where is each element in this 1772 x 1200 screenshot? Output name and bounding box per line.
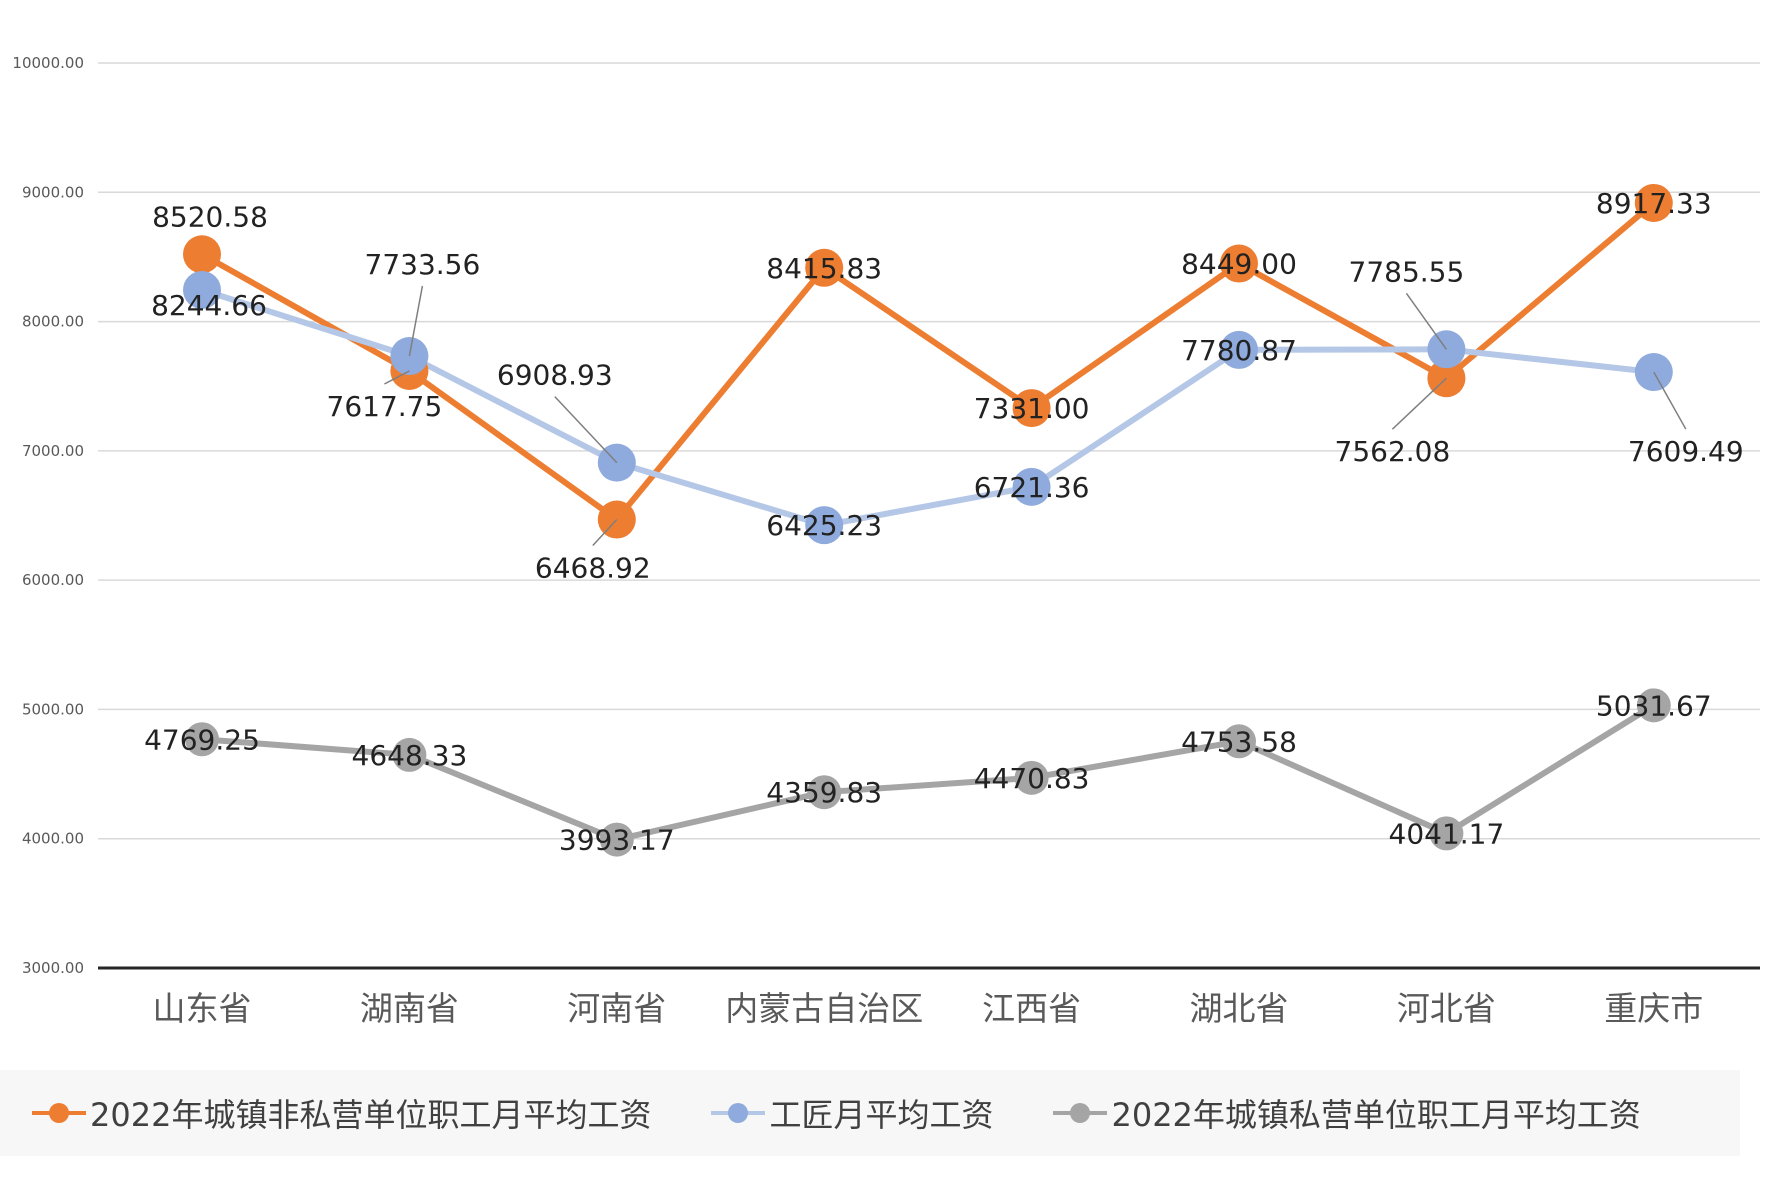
y-axis-ticks: 3000.00 4000.00 5000.00 6000.00 7000.00 8000.… xyxy=(12,54,84,977)
data-label: 6425.23 xyxy=(766,509,882,542)
label-leader-line xyxy=(1653,371,1687,430)
y-tick-label: 8000.00 xyxy=(22,313,84,331)
data-label: 7733.56 xyxy=(365,248,481,281)
legend-label: 2022年城镇私营单位职工月平均工资 xyxy=(1111,1096,1641,1134)
data-label: 8520.58 xyxy=(152,200,268,233)
x-tick-label: 江西省 xyxy=(982,989,1081,1028)
x-axis-ticks: 山东省 湖南省 河南省 内蒙古自治区 江西省 湖北省 河北省 重庆市 xyxy=(153,989,1704,1028)
data-label: 4359.83 xyxy=(766,776,882,809)
data-label: 6721.36 xyxy=(974,471,1090,504)
x-tick-label: 山东省 xyxy=(153,989,252,1028)
label-leader-line xyxy=(1405,292,1448,350)
label-leader-line xyxy=(554,396,618,464)
data-label: 8449.00 xyxy=(1181,248,1297,281)
x-tick-label: 重庆市 xyxy=(1604,989,1703,1028)
y-tick-label: 9000.00 xyxy=(22,183,84,201)
data-label: 4041.17 xyxy=(1389,817,1505,850)
data-label: 7562.08 xyxy=(1335,435,1451,468)
legend-marker-icon xyxy=(711,1103,766,1123)
data-label: 7785.55 xyxy=(1349,255,1465,288)
y-tick-label: 3000.00 xyxy=(22,959,84,977)
data-label: 5031.67 xyxy=(1596,689,1712,722)
data-point[interactable] xyxy=(1429,816,1464,851)
label-leader-line xyxy=(592,519,618,547)
data-label: 4648.33 xyxy=(352,739,468,772)
label-leader-line xyxy=(1391,377,1447,430)
y-tick-label: 4000.00 xyxy=(22,830,84,848)
x-tick-label: 河北省 xyxy=(1397,989,1496,1028)
data-point[interactable] xyxy=(1014,760,1049,795)
data-point[interactable] xyxy=(805,506,844,545)
data-point[interactable] xyxy=(392,737,427,772)
data-label: 7780.87 xyxy=(1181,334,1297,367)
data-point[interactable] xyxy=(1220,244,1258,283)
data-point[interactable] xyxy=(1222,724,1256,759)
series-points xyxy=(183,183,1673,857)
legend-item-series-1[interactable]: 2022年城镇非私营单位职工月平均工资 xyxy=(32,1090,651,1136)
series-line-2 xyxy=(201,287,1655,529)
data-point[interactable] xyxy=(1012,389,1051,428)
data-label: 4470.83 xyxy=(974,762,1090,795)
legend-label: 工匠月平均工资 xyxy=(769,1096,994,1134)
data-label: 8244.66 xyxy=(151,289,267,322)
legend-item-series-3[interactable]: 2022年城镇私营单位职工月平均工资 xyxy=(1053,1090,1641,1136)
y-tick-label: 5000.00 xyxy=(22,700,84,718)
label-leaders xyxy=(384,285,1687,547)
data-label: 4769.25 xyxy=(144,723,260,756)
y-tick-label: 7000.00 xyxy=(22,442,84,460)
x-tick-label: 河南省 xyxy=(567,989,666,1028)
x-tick-label: 湖南省 xyxy=(360,989,459,1028)
legend-label: 2022年城镇非私营单位职工月平均工资 xyxy=(90,1096,652,1134)
data-point[interactable] xyxy=(1220,330,1258,369)
data-label: 6908.93 xyxy=(497,359,613,392)
label-leader-line xyxy=(384,370,410,385)
data-label: 7609.49 xyxy=(1628,435,1744,468)
data-label: 8917.33 xyxy=(1596,187,1712,220)
data-labels: 8520.58 7617.75 6468.92 8415.83 7331.00 8449.… xyxy=(144,187,1744,857)
y-tick-label: 10000.00 xyxy=(12,54,84,72)
legend-marker-icon xyxy=(1053,1103,1108,1123)
data-label: 3993.17 xyxy=(559,824,675,857)
gridlines xyxy=(98,62,1760,970)
series-lines xyxy=(200,200,1656,843)
data-label: 6468.92 xyxy=(535,552,651,585)
legend-marker-icon xyxy=(32,1103,86,1123)
line-chart: 3000.00 4000.00 5000.00 6000.00 7000.00 8000.… xyxy=(12,54,1760,1028)
data-point[interactable] xyxy=(1634,183,1673,222)
data-point[interactable] xyxy=(1012,467,1051,506)
data-point[interactable] xyxy=(183,235,221,274)
data-label: 7331.00 xyxy=(974,392,1090,425)
y-tick-label: 6000.00 xyxy=(22,571,84,589)
x-tick-label: 内蒙古自治区 xyxy=(725,989,923,1028)
series-line-3 xyxy=(201,702,1656,843)
label-leader-line xyxy=(408,285,424,357)
data-point[interactable] xyxy=(805,248,844,287)
data-label: 4753.58 xyxy=(1181,725,1297,758)
legend: 2022年城镇非私营单位职工月平均工资 工匠月平均工资 2022年城镇私营单位职… xyxy=(0,1070,1740,1156)
data-point[interactable] xyxy=(185,722,219,757)
legend-item-series-2[interactable]: 工匠月平均工资 xyxy=(711,1090,993,1136)
data-point[interactable] xyxy=(1636,688,1671,723)
data-point[interactable] xyxy=(599,822,634,857)
data-point[interactable] xyxy=(183,270,221,309)
series-line-1 xyxy=(200,200,1656,523)
x-tick-label: 湖北省 xyxy=(1190,989,1289,1028)
data-label: 7617.75 xyxy=(327,390,443,423)
data-label: 8415.83 xyxy=(766,252,882,285)
data-point[interactable] xyxy=(807,775,842,810)
